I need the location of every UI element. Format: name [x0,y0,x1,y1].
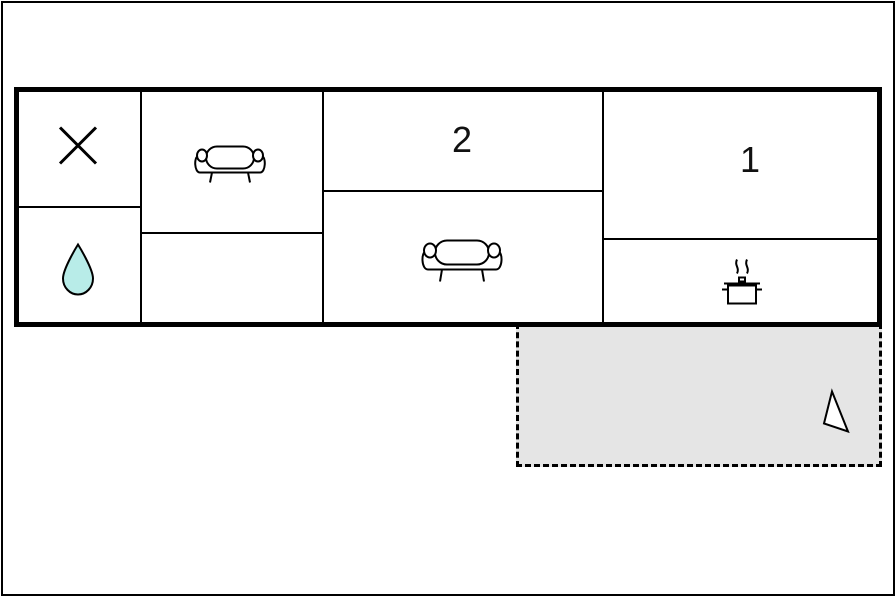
floorplan-canvas: { "type": "floorplan", "canvas": { "widt… [0,0,896,597]
water-drop-icon [59,243,97,302]
wall-h-col2 [324,190,602,192]
room-label-1: 1 [740,139,760,181]
cross-icon [56,124,100,173]
sofa-icon [419,232,505,293]
wall-v-1 [140,92,142,322]
room-label-2: 2 [452,119,472,161]
sofa-icon [192,139,268,194]
wall-h-col3 [604,238,877,240]
wall-h-col0 [19,206,140,208]
wall-v-3 [602,92,604,322]
cooking-pot-icon [712,256,772,321]
compass-arrow-icon [812,388,864,445]
wall-v-2 [322,92,324,322]
wall-h-col1 [142,232,322,234]
